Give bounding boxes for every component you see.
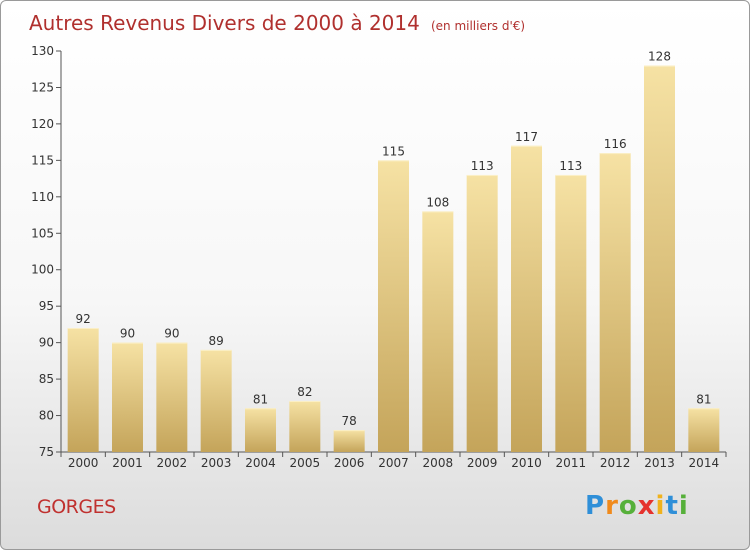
data-label: 90 xyxy=(120,327,135,341)
bar xyxy=(67,328,99,452)
data-label: 78 xyxy=(342,414,357,428)
y-tick-label: 105 xyxy=(31,226,54,240)
data-label: 81 xyxy=(696,392,711,406)
y-tick-label: 100 xyxy=(31,263,54,277)
brand-letter: i xyxy=(655,491,666,521)
x-tick-label: 2014 xyxy=(689,456,720,470)
data-label: 116 xyxy=(604,137,627,151)
x-tick-label: 2001 xyxy=(112,456,143,470)
x-tick-label: 2009 xyxy=(467,456,498,470)
bar xyxy=(112,342,143,452)
data-label: 113 xyxy=(471,159,494,173)
data-label: 89 xyxy=(209,334,224,348)
data-label: 113 xyxy=(559,159,582,173)
y-tick-label: 120 xyxy=(31,117,54,131)
bar xyxy=(156,342,188,452)
y-tick-label: 85 xyxy=(39,372,54,386)
data-labels: 92 90 90 89 81 82 78 115 108 113 117 113 116 128 81 xyxy=(76,50,712,429)
data-label: 115 xyxy=(382,144,405,158)
data-label: 108 xyxy=(426,195,449,209)
brand-letter: o xyxy=(618,491,638,521)
chart-title: Autres Revenus Divers de 2000 à 2014 xyxy=(29,11,420,35)
x-tick-label: 2010 xyxy=(511,456,542,470)
data-label: 81 xyxy=(253,392,268,406)
y-tick-label: 110 xyxy=(31,190,54,204)
x-tick-label: 2008 xyxy=(423,456,454,470)
x-tick-label: 2007 xyxy=(378,456,409,470)
brand-letter: r xyxy=(605,491,619,521)
brand-letter: P xyxy=(585,491,606,521)
y-tick-label: 125 xyxy=(31,80,54,94)
location-label: GORGES xyxy=(37,496,116,518)
y-tick-label: 80 xyxy=(39,409,54,423)
axes: 75 80 85 90 95 100 105 110 115 120 125 130 2000 2001 2… xyxy=(31,44,727,470)
bar xyxy=(599,153,631,452)
y-tick-label: 75 xyxy=(39,445,54,459)
x-tick-label: 2003 xyxy=(201,456,232,470)
brand-letter: x xyxy=(637,491,656,521)
bar xyxy=(378,160,409,452)
brand-logo: Proxiti xyxy=(585,491,689,521)
brand-letter: t xyxy=(665,491,679,521)
bar xyxy=(511,145,542,453)
bar xyxy=(422,211,454,452)
bar xyxy=(555,174,587,453)
data-label: 128 xyxy=(648,50,671,64)
bar xyxy=(200,349,232,452)
x-tick-label: 2013 xyxy=(644,456,675,470)
x-tick-label: 2005 xyxy=(290,456,321,470)
data-label: 82 xyxy=(297,385,312,399)
bar xyxy=(688,408,720,452)
data-label: 117 xyxy=(515,130,538,144)
brand-letter: i xyxy=(678,491,689,521)
bar xyxy=(333,430,365,452)
bar xyxy=(466,174,498,453)
y-tick-label: 95 xyxy=(39,299,54,313)
data-label: 92 xyxy=(76,312,91,326)
y-tick-label: 115 xyxy=(31,153,54,167)
y-tick-label: 130 xyxy=(31,44,54,58)
data-label: 90 xyxy=(164,327,179,341)
x-tick-label: 2002 xyxy=(157,456,188,470)
bar xyxy=(245,408,276,452)
bar xyxy=(644,65,675,452)
chart-header: Autres Revenus Divers de 2000 à 2014 (en… xyxy=(29,11,525,35)
bars xyxy=(67,65,720,453)
y-tick-label: 90 xyxy=(39,336,54,350)
x-tick-label: 2012 xyxy=(600,456,631,470)
bar xyxy=(289,400,321,452)
x-tick-label: 2006 xyxy=(334,456,365,470)
x-tick-label: 2004 xyxy=(245,456,276,470)
x-tick-label: 2000 xyxy=(68,456,99,470)
x-tick-label: 2011 xyxy=(556,456,587,470)
chart-unit: (en milliers d'€) xyxy=(430,19,526,33)
